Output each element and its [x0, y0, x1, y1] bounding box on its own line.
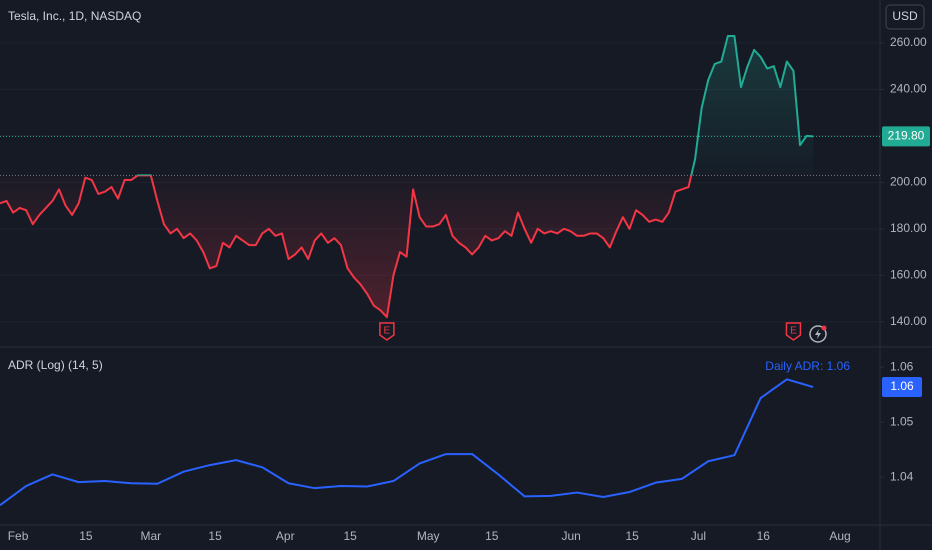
- last-price-box: [882, 126, 930, 147]
- earnings-marker: [379, 322, 395, 341]
- symbol-title: Tesla, Inc., 1D, NASDAQ: [8, 9, 141, 23]
- y-tick-label: 1.06: [890, 359, 914, 373]
- x-tick-label: 15: [485, 529, 499, 543]
- x-tick-label: 15: [343, 529, 357, 543]
- earnings-marker: [785, 322, 802, 341]
- y-tick-label: 260.00: [890, 35, 927, 49]
- y-tick-label: 240.00: [890, 82, 927, 96]
- x-tick-label: 15: [79, 529, 93, 543]
- y-tick-label: 1.04: [890, 469, 914, 483]
- x-tick-label: 16: [757, 529, 771, 543]
- adr-value-label: 1.06: [890, 379, 914, 393]
- x-tick-label: 15: [208, 529, 222, 543]
- adr-value-box: [882, 377, 922, 398]
- dividends-icon[interactable]: [809, 325, 827, 343]
- y-tick-label: 160.00: [890, 267, 927, 281]
- x-tick-label: Apr: [276, 529, 295, 543]
- icon-bolt: [815, 329, 821, 339]
- earnings-label: E: [790, 326, 797, 337]
- price-line: [0, 35, 814, 319]
- x-tick-label: Jul: [691, 529, 706, 543]
- x-tick-label: Jun: [561, 529, 580, 543]
- y-tick-label: 180.00: [890, 221, 927, 235]
- adr-line: [0, 378, 814, 507]
- indicator-title: ADR (Log) (14, 5): [8, 358, 103, 372]
- currency-button[interactable]: [885, 4, 925, 30]
- icon-circle: [809, 325, 827, 343]
- adr-status: Daily ADR: 1.06: [765, 359, 850, 373]
- x-tick-label: Feb: [8, 529, 29, 543]
- earnings-label: E: [384, 326, 391, 337]
- last-price-label: 219.80: [888, 129, 925, 143]
- x-tick-label: Aug: [829, 529, 850, 543]
- icon-dot: [821, 325, 827, 331]
- x-tick-label: 15: [625, 529, 639, 543]
- y-tick-label: 1.05: [890, 414, 914, 428]
- y-tick-label: 200.00: [890, 175, 927, 189]
- x-tick-label: Mar: [140, 529, 161, 543]
- currency-label[interactable]: USD: [892, 9, 918, 23]
- x-tick-label: May: [417, 529, 440, 543]
- y-tick-label: 140.00: [890, 314, 927, 328]
